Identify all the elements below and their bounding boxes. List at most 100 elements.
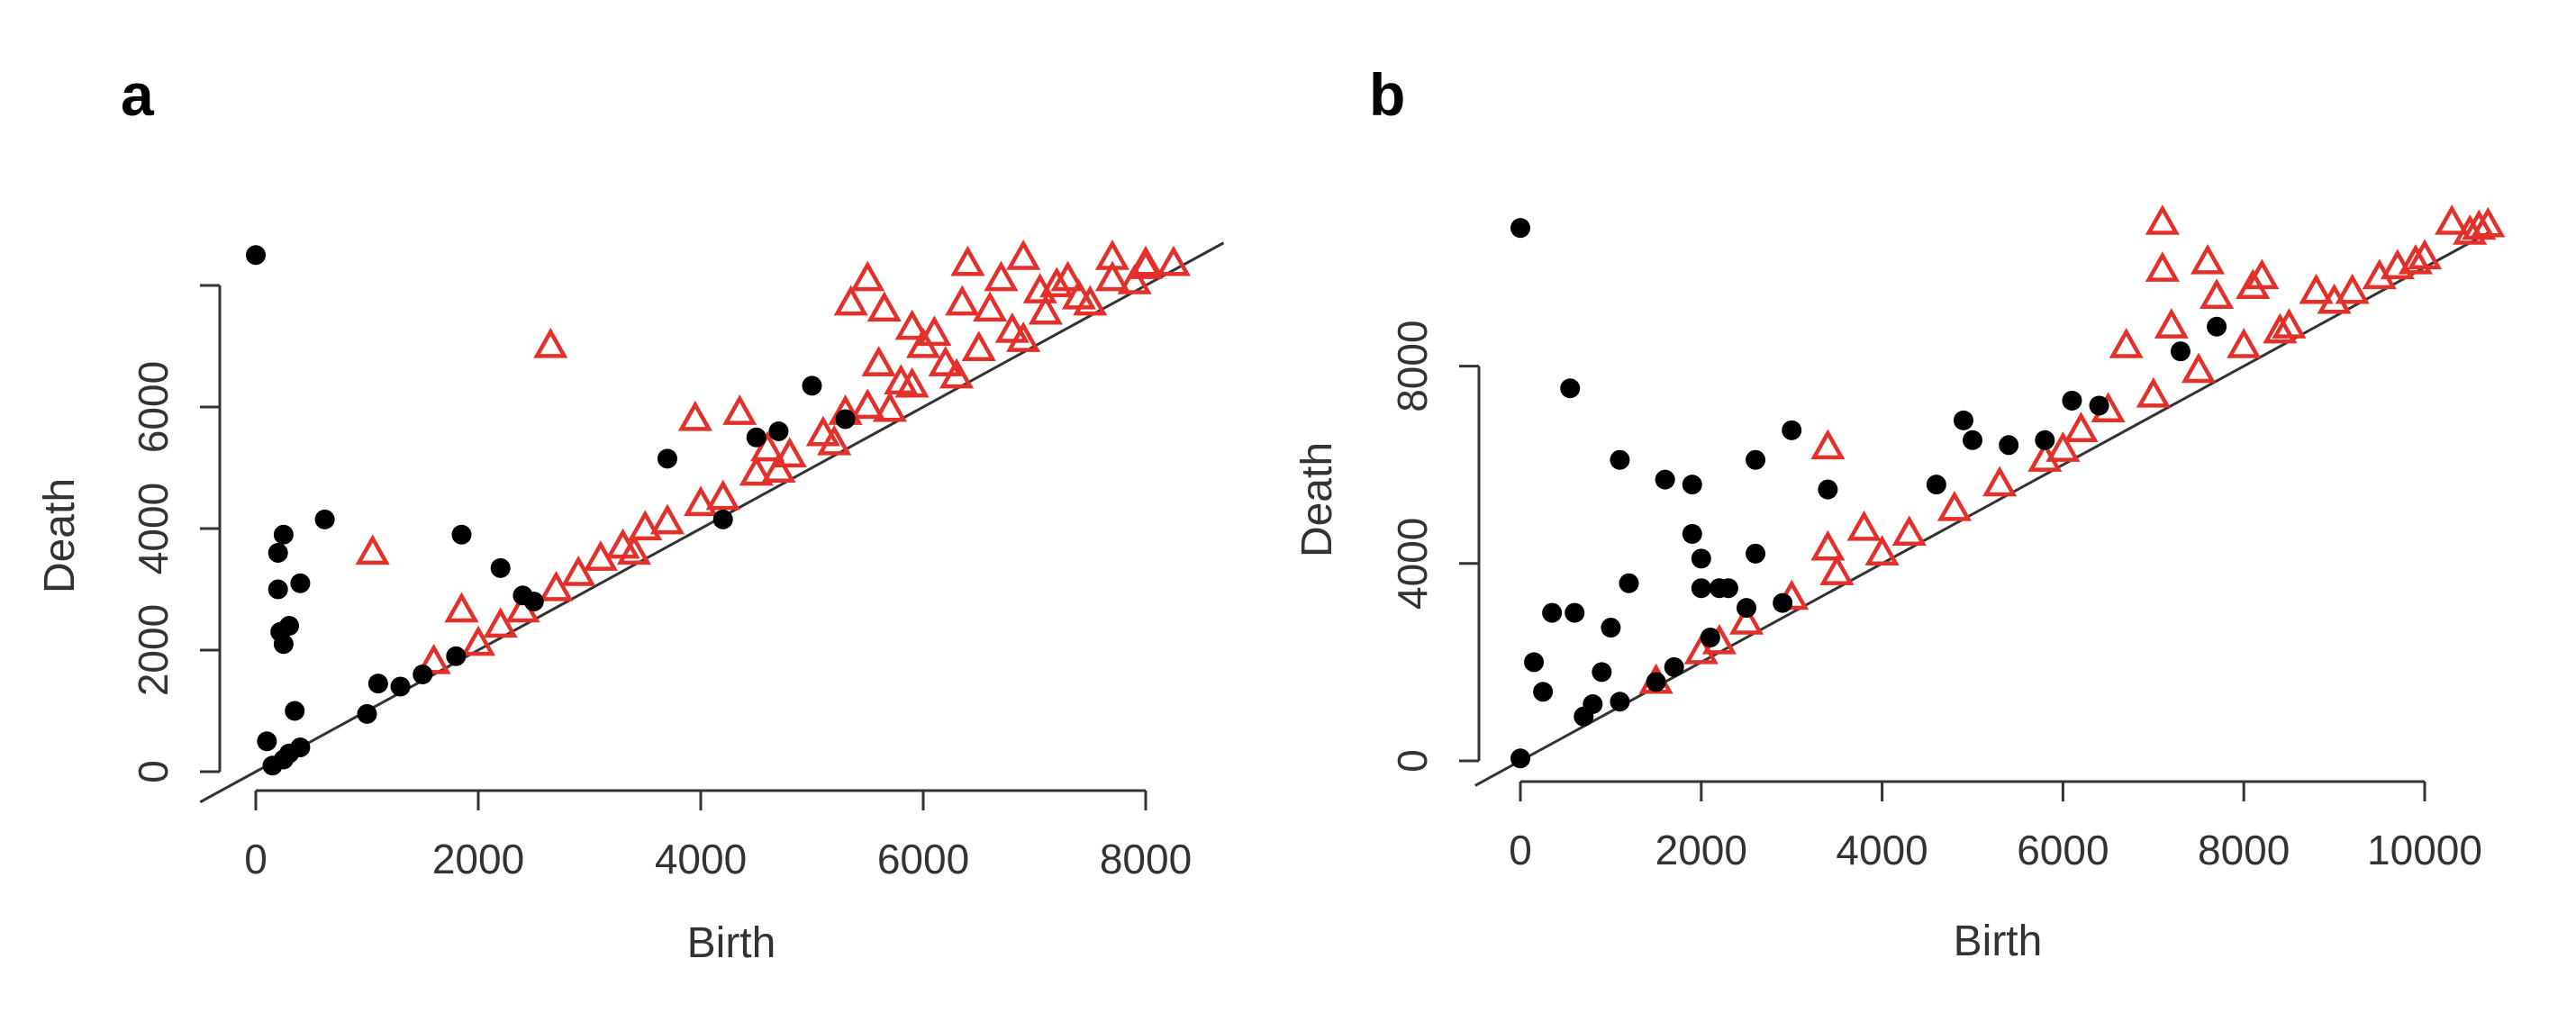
- data-point-circle: [2170, 341, 2191, 362]
- y-tick-label: 4000: [130, 483, 177, 574]
- data-point-triangle: [2109, 328, 2144, 358]
- data-point-circle: [367, 674, 388, 694]
- data-point-triangle: [460, 625, 496, 656]
- y-axis-title: Death: [1293, 442, 1341, 557]
- data-point-circle: [746, 427, 766, 448]
- data-point-circle: [413, 665, 433, 684]
- data-point-circle: [268, 543, 288, 563]
- y-tick-label: 4000: [1389, 518, 1436, 610]
- data-point-triangle: [355, 534, 390, 565]
- x-tick-label: 10000: [2367, 827, 2482, 873]
- data-point-triangle: [1810, 429, 1846, 460]
- data-point-circle: [802, 375, 822, 396]
- y-axis-title: Death: [36, 478, 84, 593]
- data-point-triangle: [833, 285, 868, 316]
- y-tick-label: 6000: [130, 361, 177, 453]
- data-point-triangle: [2136, 376, 2171, 408]
- data-point-triangle: [1006, 240, 1041, 270]
- data-point-circle: [273, 634, 294, 655]
- data-point-triangle: [894, 309, 930, 340]
- diagonal-line: [199, 241, 1225, 804]
- data-point-triangle: [683, 485, 719, 517]
- data-point-circle: [523, 592, 544, 611]
- data-point-triangle: [2462, 209, 2497, 240]
- y-tick-label: 2000: [130, 604, 177, 696]
- y-tick-label: 0: [130, 760, 177, 783]
- data-point-triangle: [722, 394, 757, 425]
- data-point-circle: [490, 557, 511, 578]
- data-point-circle: [268, 579, 288, 600]
- x-tick-label: 0: [1509, 827, 1532, 873]
- data-point-triangle: [561, 556, 596, 586]
- data-point-triangle: [616, 534, 651, 565]
- y-tick-label: 8000: [1389, 320, 1436, 412]
- data-point-triangle: [1982, 466, 2018, 497]
- data-point-circle: [768, 421, 789, 441]
- data-point-triangle: [1891, 515, 1927, 547]
- data-point-circle: [1737, 598, 1756, 619]
- data-point-triangle: [2335, 273, 2370, 304]
- data-point-circle: [835, 409, 856, 430]
- x-tick-label: 4000: [655, 836, 747, 882]
- x-tick-label: 8000: [2198, 827, 2290, 873]
- data-point-circle: [1700, 628, 1720, 647]
- data-point-triangle: [2064, 412, 2099, 442]
- x-tick-label: 8000: [1100, 836, 1192, 882]
- data-point-circle: [446, 646, 467, 666]
- data-point-circle: [1691, 578, 1711, 599]
- data-point-triangle: [928, 346, 963, 376]
- data-point-triangle: [2245, 258, 2280, 290]
- data-point-triangle: [705, 479, 740, 511]
- data-point-triangle: [817, 424, 852, 456]
- x-tick-label: 2000: [1655, 827, 1747, 873]
- x-tick-label: 0: [244, 836, 268, 882]
- data-point-circle: [279, 616, 300, 636]
- x-tick-label: 6000: [877, 836, 969, 882]
- data-point-triangle: [973, 291, 1008, 322]
- panel-label: b: [1369, 61, 1405, 128]
- data-point-circle: [314, 509, 335, 529]
- data-point-triangle: [649, 503, 685, 535]
- data-point-circle: [1691, 548, 1711, 569]
- panel-a: a 0 2000 4000 6000 8000 0 2000 4000 6000 Birth Deat…: [36, 61, 1225, 967]
- data-point-triangle: [444, 592, 479, 623]
- data-point-triangle: [1937, 490, 1972, 521]
- data-point-triangle: [917, 315, 952, 347]
- data-point-circle: [1953, 410, 1973, 430]
- data-point-triangle: [1094, 260, 1130, 292]
- data-point-circle: [657, 448, 677, 469]
- data-point-triangle: [2181, 352, 2217, 384]
- data-point-triangle: [750, 430, 785, 462]
- data-point-circle: [1746, 543, 1766, 564]
- data-point-circle: [1773, 592, 1793, 613]
- data-point-circle: [2089, 395, 2109, 416]
- data-point-triangle: [905, 327, 941, 358]
- data-point-triangle: [2145, 251, 2180, 282]
- data-point-circle: [285, 701, 305, 721]
- data-point-triangle: [2190, 243, 2226, 275]
- data-point-triangle: [872, 391, 908, 422]
- data-point-circle: [1560, 378, 1581, 399]
- data-point-circle: [1646, 672, 1666, 692]
- data-point-triangle: [1117, 264, 1152, 294]
- data-point-triangle: [483, 607, 518, 638]
- data-point-triangle: [1006, 321, 1041, 352]
- data-point-triangle: [739, 455, 774, 486]
- panel-b: b 0 2000 4000 6000 8000 10000 0 4000 8000 Birth Dea…: [1293, 61, 2506, 965]
- data-point-circle: [246, 245, 266, 266]
- data-point-circle: [1818, 479, 1838, 500]
- data-point-triangle: [1819, 555, 1855, 585]
- data-point-triangle: [1028, 294, 1063, 325]
- data-point-circle: [2207, 316, 2227, 337]
- data-point-circle: [1999, 435, 2019, 456]
- data-point-triangle: [2299, 273, 2334, 304]
- data-point-triangle: [961, 330, 996, 362]
- data-point-triangle: [805, 415, 840, 447]
- data-point-circle: [1542, 602, 1563, 623]
- data-point-circle: [257, 731, 277, 752]
- panel-label: a: [121, 61, 155, 128]
- data-point-circle: [1682, 475, 1702, 495]
- data-point-triangle: [761, 452, 796, 484]
- x-axis-title: Birth: [687, 919, 776, 967]
